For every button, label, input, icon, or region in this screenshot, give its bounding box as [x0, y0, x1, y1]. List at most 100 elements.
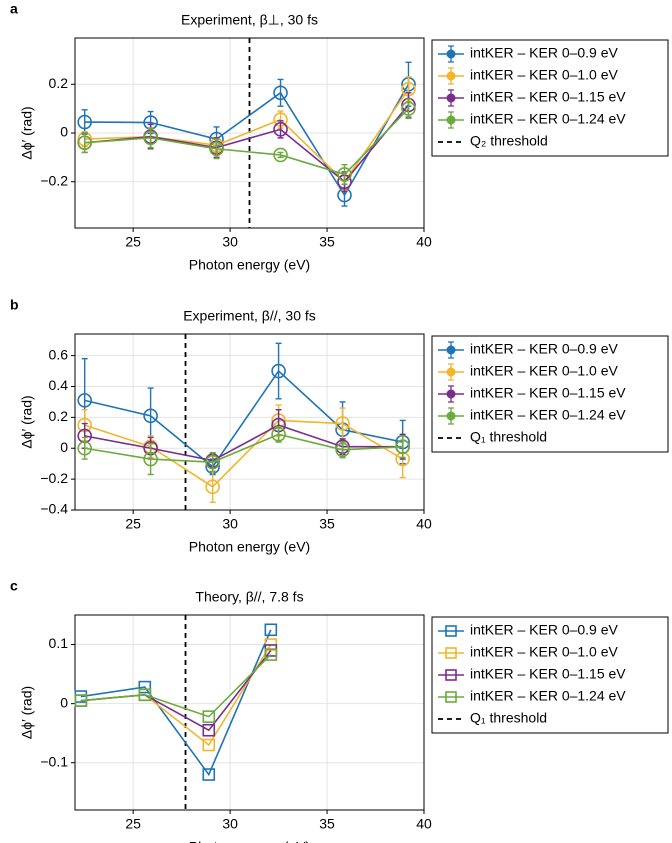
- marker: [335, 442, 350, 458]
- y-axis-label: Δϕ′ (rad): [19, 395, 35, 448]
- x-axis-label: Photon energy (eV): [189, 257, 310, 273]
- marker: [143, 451, 158, 467]
- legend-label: intKER – KER 0–1.24 eV: [470, 688, 626, 704]
- y-axis-label: Δϕ′ (rad): [19, 106, 35, 159]
- x-tick-label: 35: [319, 816, 335, 832]
- marker: [202, 738, 216, 752]
- marker: [401, 101, 416, 116]
- panel-label: b: [10, 297, 19, 313]
- marker: [143, 408, 158, 424]
- marker: [273, 85, 288, 101]
- legend-box: [431, 616, 669, 734]
- chart-title: Experiment, β//, 30 fs: [183, 308, 316, 324]
- legend-label: intKER – KER 0–1.0 eV: [470, 67, 619, 83]
- y-tick-label: −0.2: [40, 470, 68, 486]
- x-tick-label: 40: [416, 516, 432, 532]
- legend-marker: [446, 71, 456, 81]
- y-axis-label: Δϕ′ (rad): [19, 686, 35, 739]
- legend-marker: [446, 115, 456, 125]
- chart-title: Experiment, β⊥, 30 fs: [181, 12, 318, 28]
- marker: [271, 363, 286, 379]
- marker: [264, 623, 278, 637]
- series-line: [84, 424, 403, 462]
- legend-label: intKER – KER 0–0.9 eV: [470, 622, 619, 638]
- legend-label: Q₁ threshold: [470, 429, 547, 445]
- marker: [264, 648, 278, 661]
- x-tick-label: 40: [416, 816, 432, 832]
- marker: [77, 135, 92, 151]
- marker: [209, 141, 224, 157]
- legend-box: [431, 335, 669, 453]
- x-axis-label: Photon energy (eV): [189, 539, 310, 555]
- x-tick-label: 25: [125, 516, 141, 532]
- series-line: [84, 419, 404, 488]
- marker: [271, 427, 286, 442]
- legend-marker: [445, 669, 457, 681]
- legend-label: intKER – KER 0–1.24 eV: [470, 111, 626, 127]
- x-tick-label: 30: [222, 234, 238, 250]
- legend-marker: [445, 647, 457, 659]
- error-bar: [339, 441, 346, 459]
- y-tick-label: −0.4: [40, 501, 68, 517]
- legend-label: intKER – KER 0–1.24 eV: [470, 407, 626, 423]
- series-line: [84, 104, 410, 183]
- error-bar: [275, 425, 282, 443]
- marker: [337, 167, 352, 182]
- legend-marker: [446, 411, 456, 421]
- x-tick-label: 30: [222, 816, 238, 832]
- error-bar: [275, 342, 282, 400]
- error-bar: [277, 151, 284, 159]
- marker: [273, 122, 288, 137]
- y-tick-label: 0: [60, 439, 68, 455]
- y-tick-label: 0.6: [49, 346, 69, 362]
- marker: [74, 694, 88, 707]
- y-tick-label: 0.2: [49, 75, 69, 91]
- marker: [77, 440, 92, 456]
- legend-label: Q₂ threshold: [470, 133, 548, 149]
- x-tick-label: 25: [125, 234, 141, 250]
- marker: [202, 723, 216, 737]
- y-tick-label: 0.1: [49, 635, 69, 651]
- legend-label: intKER – KER 0–1.15 eV: [470, 666, 626, 682]
- y-tick-label: −0.2: [40, 172, 68, 188]
- series-line: [80, 654, 272, 718]
- marker: [205, 454, 220, 470]
- plot-frame: [74, 333, 425, 511]
- marker: [335, 416, 350, 431]
- y-tick-label: 0.2: [49, 408, 69, 424]
- marker: [77, 393, 92, 408]
- panel-label: a: [10, 1, 18, 17]
- series-line: [84, 369, 403, 468]
- legend-marker: [446, 345, 456, 355]
- y-tick-label: 0.4: [49, 377, 69, 393]
- marker: [138, 688, 152, 702]
- x-tick-label: 35: [319, 234, 335, 250]
- series-line: [84, 108, 410, 176]
- error-bar: [209, 470, 216, 503]
- x-tick-label: 35: [319, 516, 335, 532]
- marker: [395, 439, 410, 455]
- panel-label: c: [10, 578, 18, 594]
- marker: [202, 768, 216, 781]
- x-tick-label: 30: [222, 516, 238, 532]
- series-line: [84, 433, 403, 463]
- legend-marker: [445, 625, 457, 637]
- y-tick-label: −0.1: [40, 753, 68, 769]
- x-tick-label: 25: [125, 816, 141, 832]
- legend-label: intKER – KER 0–0.9 eV: [470, 341, 619, 357]
- series-line: [84, 83, 410, 197]
- error-bar: [277, 78, 284, 107]
- chart-title: Theory, β//, 7.8 fs: [195, 589, 303, 605]
- legend-marker: [446, 389, 456, 399]
- legend-label: intKER – KER 0–0.9 eV: [470, 45, 619, 61]
- plot-frame: [74, 614, 425, 811]
- error-bar: [277, 120, 284, 139]
- x-axis-label: Photon energy (eV): [189, 839, 310, 843]
- x-tick-label: 40: [416, 234, 432, 250]
- legend-label: intKER – KER 0–1.15 eV: [470, 385, 626, 401]
- legend-label: intKER – KER 0–1.0 eV: [470, 363, 619, 379]
- marker: [143, 130, 158, 146]
- marker: [273, 147, 288, 163]
- y-tick-label: 0: [60, 124, 68, 140]
